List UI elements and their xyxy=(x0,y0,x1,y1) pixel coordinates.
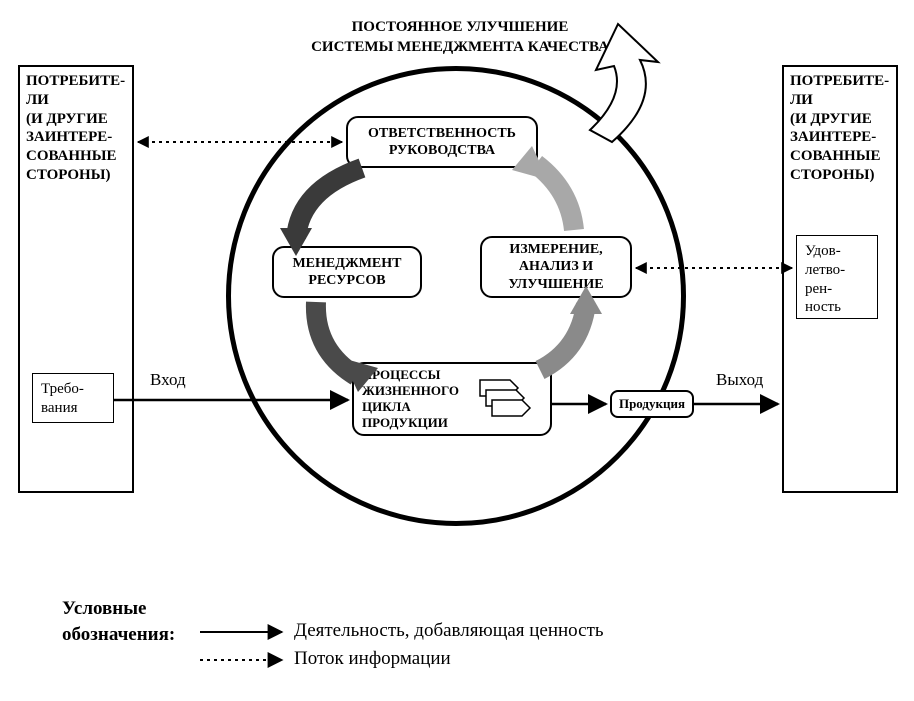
node-measurement: ИЗМЕРЕНИЕ, АНАЛИЗ И УЛУЧШЕНИЕ xyxy=(480,236,632,298)
legend-dotted-text: Поток информации xyxy=(294,648,451,670)
node-responsibility: ОТВЕТСТВЕННОСТЬ РУКОВОДСТВА xyxy=(346,116,538,168)
satisfaction-box: Удов- летво- рен- ность xyxy=(796,235,878,319)
legend-solid-text: Деятельность, добавляющая ценность xyxy=(294,620,604,642)
requirements-box: Требо- вания xyxy=(32,373,114,423)
banner-line1: ПОСТОЯННОЕ УЛУЧШЕНИЕ xyxy=(352,19,569,35)
node-resources: МЕНЕДЖМЕНТ РЕСУРСОВ xyxy=(272,246,422,298)
legend-title: Условные обозначения: xyxy=(62,596,175,647)
left-panel-title: ПОТРЕБИТЕ- ЛИ (И ДРУГИЕ ЗАИНТЕРЕ- СОВАНН… xyxy=(26,72,136,185)
right-panel-title: ПОТРЕБИТЕ- ЛИ (И ДРУГИЕ ЗАИНТЕРЕ- СОВАНН… xyxy=(790,72,900,185)
banner-line2: СИСТЕМЫ МЕНЕДЖМЕНТА КАЧЕСТВА xyxy=(311,39,609,55)
banner-title: ПОСТОЯННОЕ УЛУЧШЕНИЕ СИСТЕМЫ МЕНЕДЖМЕНТА… xyxy=(270,18,650,57)
node-lifecycle: ПРОЦЕССЫ ЖИЗНЕННОГО ЦИКЛА ПРОДУКЦИИ xyxy=(352,362,552,436)
node-product: Продукция xyxy=(610,390,694,418)
input-label: Вход xyxy=(150,370,186,390)
output-label: Выход xyxy=(716,370,763,390)
